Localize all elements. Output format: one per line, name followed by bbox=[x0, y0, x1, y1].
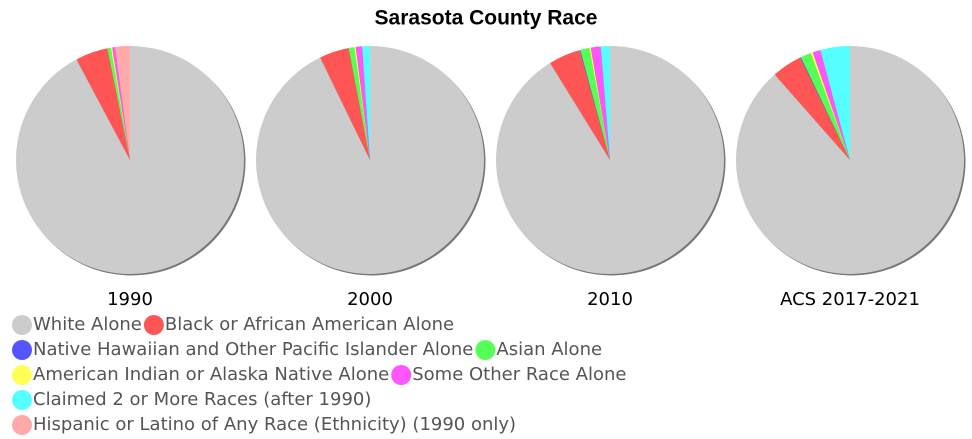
pie-slice bbox=[495, 46, 724, 275]
legend-marker bbox=[12, 315, 32, 335]
pie-slice bbox=[800, 57, 850, 161]
legend-marker bbox=[475, 340, 496, 360]
legend-marker bbox=[12, 390, 32, 410]
pie-slice bbox=[115, 46, 130, 160]
pie-slice bbox=[362, 46, 370, 160]
legend-marker bbox=[12, 365, 32, 385]
pie-slice bbox=[580, 47, 610, 160]
pie-slice bbox=[810, 52, 850, 160]
pie-label: ACS 2017-2021 bbox=[780, 289, 920, 310]
pie-slice bbox=[800, 52, 850, 160]
pie-slice bbox=[76, 48, 130, 160]
pie-slice bbox=[107, 47, 130, 160]
pie-label: 2010 bbox=[587, 289, 633, 310]
pie-slice bbox=[812, 49, 850, 160]
pie-slice bbox=[579, 49, 610, 160]
pie-slice bbox=[600, 46, 610, 160]
pie-label: 1990 bbox=[107, 289, 153, 310]
pie-slice bbox=[550, 50, 610, 161]
legend-label: Asian Alone bbox=[496, 339, 602, 360]
legend-label: Claimed 2 or More Races (after 1990) bbox=[33, 389, 371, 410]
legend-label: Black or African American Alone bbox=[165, 314, 454, 335]
pie-slice bbox=[774, 57, 850, 160]
legend-label: Some Other Race Alone bbox=[412, 364, 626, 385]
legend-label: Hispanic or Latino of Any Race (Ethnicit… bbox=[33, 414, 516, 435]
legend-marker bbox=[391, 365, 412, 385]
legend-marker bbox=[143, 315, 164, 335]
legend-marker bbox=[12, 340, 32, 360]
legend-label: Native Hawaiian and Other Pacific Island… bbox=[33, 339, 473, 360]
pie-slice bbox=[355, 46, 370, 161]
chart-title: Sarasota County Race bbox=[375, 7, 598, 30]
pie-slice bbox=[110, 47, 130, 160]
legend-marker bbox=[12, 415, 32, 435]
pie-slice bbox=[320, 48, 370, 160]
pie-slice bbox=[112, 46, 130, 161]
pie-slice bbox=[820, 46, 850, 160]
pie-slice bbox=[590, 46, 610, 161]
pie-slice bbox=[354, 46, 370, 160]
legend-label: American Indian or Alaska Native Alone bbox=[33, 364, 389, 385]
pie-slice bbox=[589, 47, 610, 160]
pie-slice bbox=[348, 47, 370, 160]
pie-slice bbox=[15, 46, 245, 274]
pie-label: 2000 bbox=[347, 289, 393, 310]
legend-label: White Alone bbox=[33, 314, 142, 335]
